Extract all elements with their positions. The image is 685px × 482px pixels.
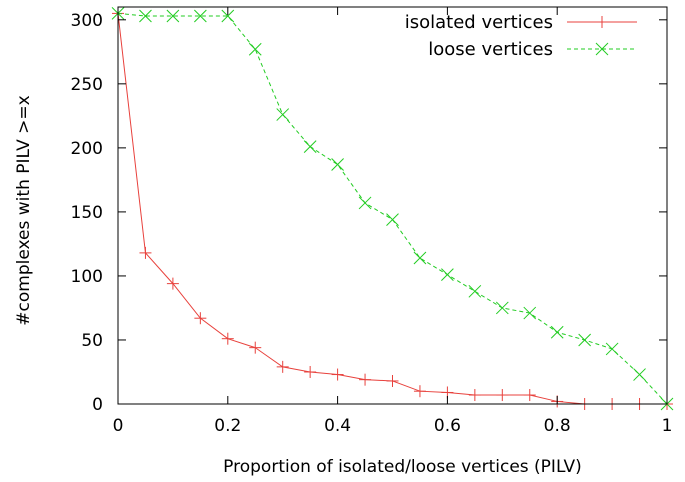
legend-label: isolated vertices [405,12,553,33]
data-point-loose-vertices [386,213,399,226]
y-tick-label: 200 [71,139,103,159]
data-point-isolated-vertices [304,365,317,378]
legend-label: loose vertices [428,39,553,60]
data-point-isolated-vertices [221,332,234,345]
data-point-loose-vertices [358,196,372,210]
y-tick-label: 250 [71,75,103,95]
x-tick-label: 0.8 [544,416,571,436]
y-tick-label: 50 [81,331,103,351]
data-point-isolated-vertices [249,341,262,354]
x-tick-label: 0.6 [434,416,461,436]
x-tick-label: 1 [662,416,673,436]
data-point-isolated-vertices [359,373,372,386]
data-point-isolated-vertices [166,277,179,290]
legend-marker [595,42,609,56]
y-axis-title: #complexes with PILV >=x [14,95,34,325]
x-axis-title: Proportion of isolated/loose vertices (P… [223,457,582,477]
data-point-loose-vertices [550,325,564,339]
y-tick-label: 100 [71,267,103,287]
data-point-isolated-vertices [331,368,344,381]
axes-layer: 0 0.2 0.4 0.6 0.8 1 0 50 100 150 200 250 300 [71,6,673,436]
y-tick-label: 150 [71,203,103,223]
legend: isolated vertices loose vertices [405,12,637,60]
data-point-isolated-vertices [468,389,481,402]
data-point-loose-vertices [248,42,262,56]
data-point-loose-vertices [276,108,290,121]
data-point-loose-vertices [605,342,619,356]
data-point-loose-vertices [578,333,592,347]
data-point-loose-vertices [468,284,482,298]
data-point-isolated-vertices [413,385,426,398]
data-point-isolated-vertices [386,374,399,387]
data-point-loose-vertices [221,9,235,23]
plot-frame [117,6,668,405]
data-point-loose-vertices [331,158,344,171]
legend-marker [596,16,608,28]
data-point-loose-vertices [441,268,454,282]
data-point-loose-vertices [166,9,180,23]
data-point-loose-vertices [193,9,207,23]
data-point-isolated-vertices [194,312,207,325]
y-tick-label: 0 [92,395,103,415]
data-point-loose-vertices [495,301,509,315]
x-tick-label: 0.2 [214,416,241,436]
x-tick-label: 0 [113,416,124,436]
data-point-loose-vertices [523,306,537,320]
data-point-loose-vertices [303,140,317,153]
data-point-loose-vertices [633,368,646,381]
data-point-loose-vertices [139,9,152,23]
plot-layer [111,7,674,411]
data-point-loose-vertices [413,251,427,265]
data-point-isolated-vertices [276,360,289,373]
data-point-isolated-vertices [139,246,152,259]
data-point-isolated-vertices [496,389,509,402]
x-tick-label: 0.4 [324,416,351,436]
y-tick-label: 300 [71,11,103,31]
legend-item-isolated-vertices: isolated vertices [405,12,637,33]
legend-item-loose-vertices: loose vertices [428,39,637,60]
data-point-isolated-vertices [523,389,536,402]
